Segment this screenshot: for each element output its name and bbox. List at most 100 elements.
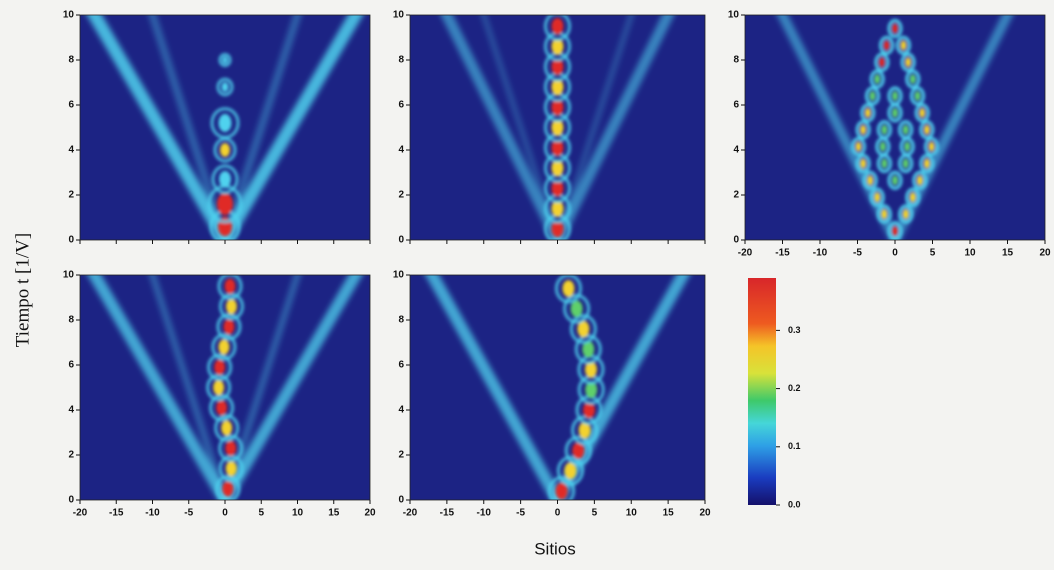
y-tick-label: 8 (68, 315, 74, 326)
density-blob (551, 98, 564, 116)
x-tick-label: -15 (440, 508, 455, 519)
density-blob (583, 401, 596, 419)
heatmap-core (206, 275, 244, 500)
density-halo (206, 373, 232, 402)
y-tick-label: 6 (733, 100, 739, 111)
y-tick-label: 2 (398, 450, 404, 461)
x-axis-label: Sitios (534, 539, 576, 558)
density-blob (582, 340, 595, 358)
heatmap-panel: 0 2 4 6 8 10 -20 -15 -10 -5 0 5 10 15 20 (728, 10, 1051, 259)
x-tick-label: 15 (328, 508, 340, 519)
heatmap-background (80, 275, 370, 500)
density-blob (225, 298, 237, 315)
density-blob (887, 221, 903, 240)
density-blob (878, 57, 885, 68)
density-blob (850, 137, 866, 157)
x-tick-label: 15 (1002, 248, 1014, 259)
density-blob (570, 300, 583, 318)
density-halo (218, 434, 244, 462)
density-blob (892, 23, 898, 34)
x-tick-label: 5 (592, 508, 598, 519)
y-tick-label: 6 (68, 360, 74, 371)
light-cone (219, 275, 363, 500)
density-blob (222, 481, 234, 497)
density-blob (892, 175, 898, 186)
colorbar-tick-label: 0.2 (788, 383, 801, 393)
colorbar-tick-label: 0.1 (788, 441, 801, 451)
density-blob (924, 137, 940, 157)
density-blob (905, 187, 921, 207)
density-blob (223, 319, 235, 335)
density-blob (902, 158, 909, 169)
density-blob (578, 421, 591, 439)
density-blob (887, 170, 903, 190)
density-halo (574, 334, 602, 364)
heatmap-glow (87, 275, 363, 500)
density-blob (864, 107, 871, 118)
heatmap-core (850, 19, 940, 240)
density-blob (551, 200, 564, 217)
x-tick-label: 0 (892, 248, 898, 259)
x-tick-label: 5 (930, 248, 936, 259)
y-tick-label: 4 (68, 405, 74, 416)
density-blob (224, 278, 236, 294)
density-blob (909, 192, 916, 203)
y-tick-label: 2 (68, 190, 74, 201)
y-tick-label: 4 (68, 145, 74, 156)
heatmap-image (87, 275, 363, 500)
heatmap-panel: 0 2 4 6 8 10 (393, 10, 706, 246)
density-halo (217, 275, 243, 300)
density-blob (218, 339, 230, 355)
density-blob (902, 209, 909, 220)
density-halo (544, 15, 571, 41)
density-blob (860, 124, 867, 135)
density-halo (214, 414, 240, 442)
x-tick-label: -15 (109, 508, 124, 519)
density-blob (914, 103, 930, 123)
density-blob (220, 143, 230, 157)
density-blob (222, 56, 228, 64)
density-blob (895, 35, 911, 55)
density-halo (210, 107, 240, 139)
x-tick-label: -20 (403, 508, 418, 519)
density-blob (551, 119, 564, 136)
colorbar-tick-label: 0.0 (788, 499, 801, 509)
density-blob (900, 52, 916, 72)
density-blob (860, 158, 867, 169)
density-blob (923, 158, 930, 169)
y-tick-label: 2 (398, 190, 404, 201)
density-blob (869, 187, 885, 207)
density-halo (218, 292, 244, 321)
heatmap-image (425, 275, 690, 500)
density-blob (876, 204, 892, 224)
density-blob (881, 209, 888, 220)
density-blob (865, 86, 880, 106)
y-tick-label: 2 (733, 190, 739, 201)
density-blob (881, 158, 888, 169)
density-blob (551, 220, 564, 238)
density-halo (211, 164, 239, 194)
density-blob (898, 204, 914, 224)
density-blob (564, 462, 577, 480)
density-blob (551, 38, 564, 55)
density-halo (216, 77, 234, 97)
density-blob (551, 17, 564, 35)
density-blob (879, 141, 886, 152)
x-tick-label: 10 (292, 508, 304, 519)
density-blob (562, 280, 575, 297)
density-halo (215, 475, 241, 500)
density-blob (909, 74, 916, 85)
x-tick-label: 20 (699, 508, 711, 519)
density-blob (551, 78, 564, 96)
density-blob (855, 141, 862, 152)
density-blob (919, 154, 935, 173)
heatmap-core (544, 15, 571, 240)
y-tick-label: 8 (398, 55, 404, 66)
light-cone (148, 15, 229, 240)
y-tick-label: 8 (68, 55, 74, 66)
density-blob (912, 170, 928, 190)
density-blob (860, 103, 876, 123)
density-halo (211, 333, 237, 361)
x-tick-label: -15 (775, 248, 790, 259)
heatmap-image (440, 15, 675, 240)
